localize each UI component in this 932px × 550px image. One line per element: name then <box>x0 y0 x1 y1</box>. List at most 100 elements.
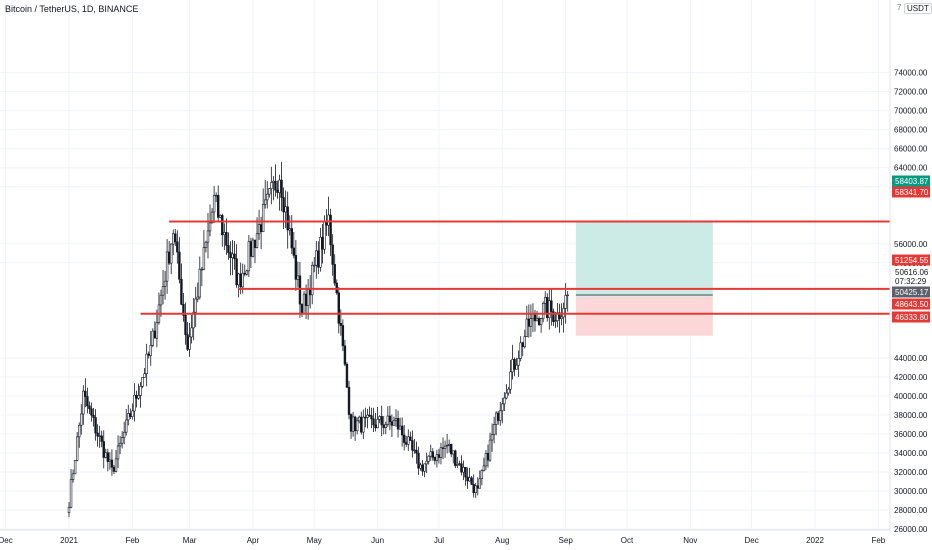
candle <box>163 270 167 300</box>
candle <box>94 409 97 441</box>
price-label-current: 50616.06 <box>892 266 930 278</box>
candle <box>445 433 449 454</box>
candle <box>402 424 406 451</box>
x-tick-label: Dec <box>745 536 759 545</box>
candle <box>235 244 238 288</box>
candle <box>184 302 187 345</box>
candle <box>80 404 83 435</box>
candle <box>302 290 306 314</box>
stop-zone[interactable] <box>575 296 713 336</box>
candle <box>539 317 543 333</box>
candle <box>286 191 289 249</box>
candle <box>200 266 204 287</box>
y-tick-label: 64000.00 <box>894 164 928 173</box>
candle <box>188 322 191 357</box>
candle <box>92 408 95 427</box>
candle <box>90 402 93 422</box>
price-label-target: 58403.87 <box>892 175 930 187</box>
candle <box>558 303 561 333</box>
candle <box>347 380 351 420</box>
candle <box>178 237 181 284</box>
candle <box>143 368 146 378</box>
candle <box>313 256 316 273</box>
candle <box>133 383 136 422</box>
candle <box>507 386 510 396</box>
candle <box>488 432 492 462</box>
time-axis[interactable]: Dec 2021 Feb Mar Apr May Jun Jul Aug Sep Oct Nov Dec… <box>0 536 886 545</box>
candle <box>384 421 387 435</box>
candle <box>337 287 340 334</box>
candle <box>194 286 197 327</box>
target-zone[interactable] <box>575 220 713 297</box>
candle <box>566 290 569 312</box>
candle <box>546 293 549 322</box>
candle <box>503 392 506 412</box>
y-tick-label: 44000.00 <box>894 354 928 363</box>
candle <box>552 308 555 327</box>
candle <box>251 237 255 258</box>
price-label-text: 46333.80 <box>895 313 929 322</box>
candle <box>550 289 553 326</box>
y-tick-label: 30000.00 <box>894 487 928 496</box>
candle <box>331 234 334 276</box>
candle <box>106 448 110 472</box>
menu-glyph[interactable]: 7 <box>897 3 902 12</box>
x-tick-label: Nov <box>683 536 697 545</box>
x-tick-label: Jun <box>371 536 384 545</box>
price-label-level: 51254.55 <box>892 254 930 266</box>
candle <box>227 232 230 260</box>
candle <box>165 239 169 294</box>
price-label-level: 48643.50 <box>892 298 930 310</box>
support-resistance-lines[interactable] <box>140 220 890 315</box>
candle <box>423 463 426 478</box>
candle <box>245 269 249 276</box>
y-tick-label: 72000.00 <box>894 88 928 97</box>
candle <box>409 431 412 441</box>
candle <box>443 440 447 458</box>
candle <box>155 309 159 348</box>
price-label-text: 50425.17 <box>895 288 929 297</box>
candle <box>519 336 522 362</box>
candle <box>118 435 122 455</box>
y-tick-label: 68000.00 <box>894 126 928 135</box>
position-zones[interactable] <box>575 220 713 336</box>
candle <box>261 188 265 233</box>
candle <box>370 407 373 429</box>
price-label-text: 50616.06 <box>895 268 929 277</box>
candle <box>478 470 482 489</box>
x-tick-label: Dec <box>0 536 13 545</box>
candle <box>515 357 518 370</box>
candle <box>88 401 91 415</box>
candle <box>380 405 383 436</box>
candle <box>86 387 89 414</box>
x-tick-label: May <box>307 536 322 545</box>
y-tick-label: 36000.00 <box>894 430 928 439</box>
candle <box>525 305 529 337</box>
candle <box>541 301 545 323</box>
candle <box>319 227 322 272</box>
candle <box>388 405 392 431</box>
currency-badge[interactable]: USDT <box>904 3 932 14</box>
candle <box>456 457 459 468</box>
x-tick-label: Sep <box>559 536 574 545</box>
price-label-stop: 46333.80 <box>892 311 930 323</box>
candle <box>141 377 144 389</box>
candle <box>137 383 140 400</box>
x-tick-label: Apr <box>247 536 260 545</box>
candle <box>492 416 496 444</box>
candle <box>182 292 185 322</box>
candle <box>120 431 124 449</box>
price-label-text: 58403.87 <box>895 177 929 186</box>
x-tick-label: 2021 <box>60 536 78 545</box>
candle <box>366 408 369 429</box>
candle <box>280 161 283 212</box>
candle <box>425 452 428 474</box>
candle <box>431 448 435 461</box>
y-tick-label: 42000.00 <box>894 373 928 382</box>
candle <box>198 256 202 300</box>
candle <box>159 289 163 317</box>
candle <box>501 397 504 424</box>
candle <box>311 261 314 305</box>
candle <box>161 269 165 305</box>
